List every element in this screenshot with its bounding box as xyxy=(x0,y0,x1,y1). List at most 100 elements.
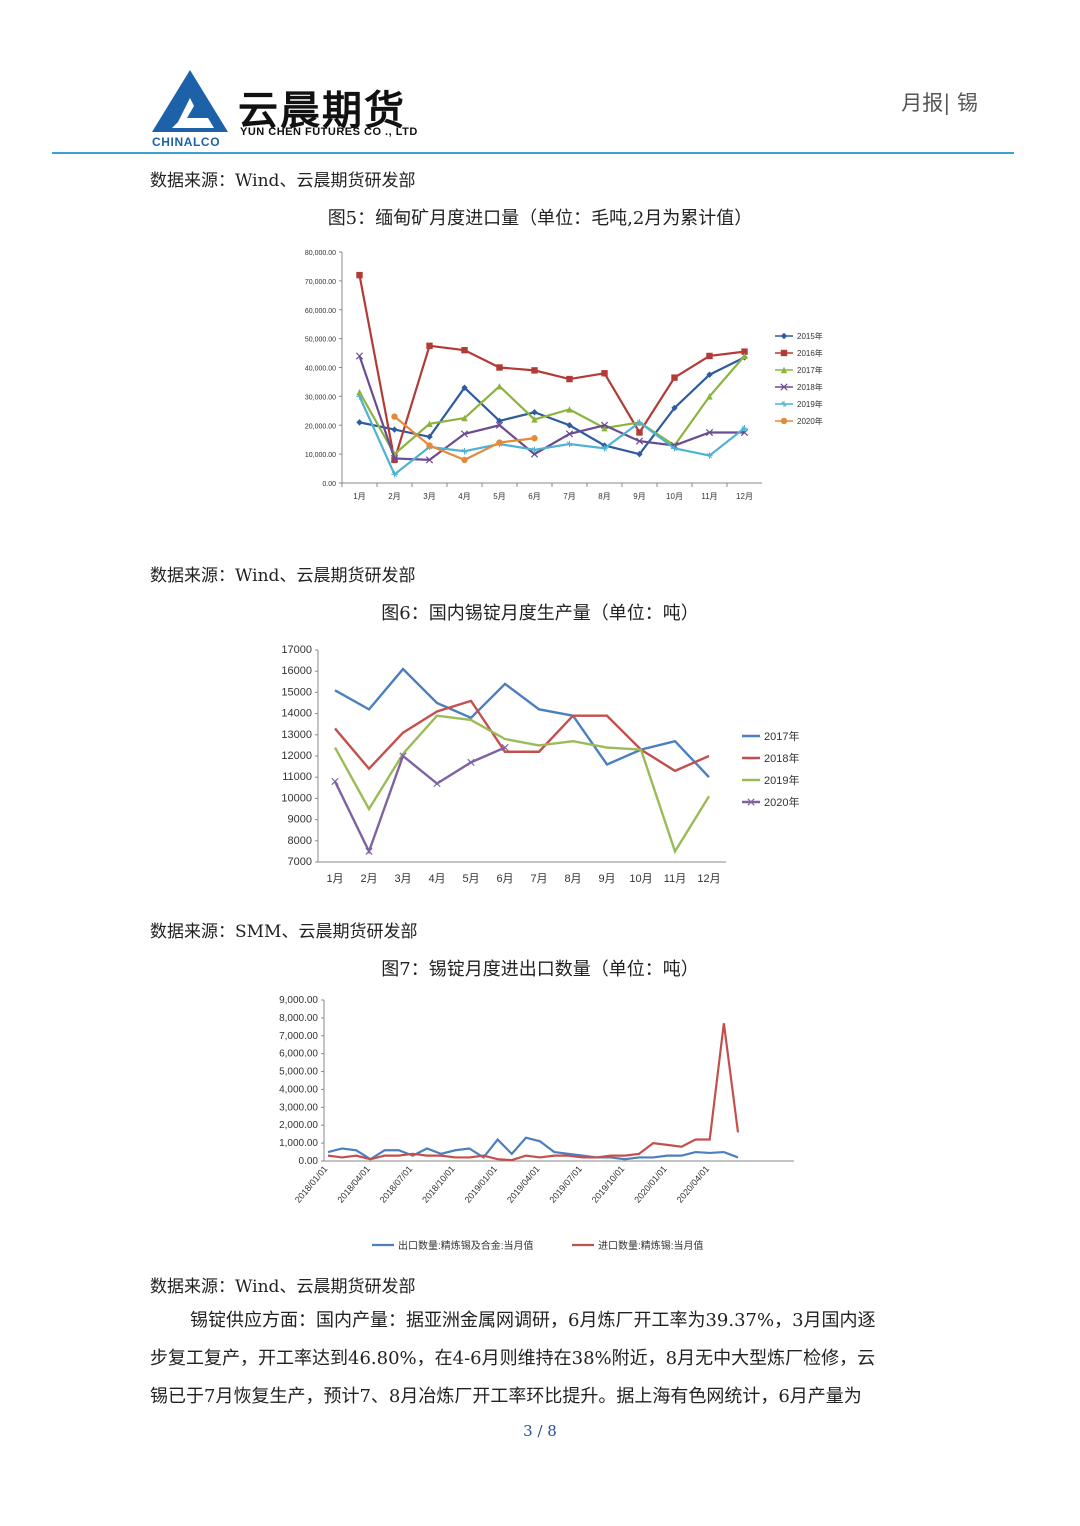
y-tick-label: 11000 xyxy=(282,771,312,783)
series-2020年 xyxy=(331,743,509,856)
data-point xyxy=(467,758,475,766)
y-tick-label: 50,000.00 xyxy=(305,337,336,344)
x-tick-label: 5月 xyxy=(493,492,505,501)
data-point xyxy=(433,779,441,788)
y-tick-label: 14000 xyxy=(281,708,312,720)
y-tick-label: 0.00 xyxy=(322,481,336,488)
legend-label: 2017年 xyxy=(797,365,823,375)
data-point xyxy=(356,393,363,400)
data-point xyxy=(601,424,608,432)
data-point xyxy=(565,430,574,438)
x-tick-label: 2018/04/01 xyxy=(335,1164,372,1205)
legend-label: 2019年 xyxy=(797,399,823,409)
series-line xyxy=(334,699,710,773)
data-point xyxy=(501,743,509,752)
data-point xyxy=(461,448,468,455)
data-point xyxy=(741,424,748,432)
data-source: 数据来源：SMM、云晨期货研发部 xyxy=(150,922,418,942)
data-point xyxy=(706,452,713,459)
data-point xyxy=(566,406,573,413)
y-tick-label: 4,000.00 xyxy=(279,1084,318,1095)
data-point xyxy=(399,752,407,760)
data-point xyxy=(706,393,713,400)
x-tick-label: 10月 xyxy=(666,492,683,501)
data-point xyxy=(531,446,538,453)
x-tick-label: 12月 xyxy=(736,492,753,501)
legend-label: 出口数量:精炼锡及合金:当月值 xyxy=(398,1239,534,1252)
series-line xyxy=(358,274,745,461)
series-2019年 xyxy=(356,393,748,478)
data-point xyxy=(636,419,643,426)
chart-tin-ingot-production: 7000 8000 9000 10000 11000 12000 13000 14000 150… xyxy=(281,644,799,885)
data-point xyxy=(705,428,714,437)
y-tick-label: 0.00 xyxy=(299,1156,319,1167)
data-point xyxy=(391,413,398,420)
data-point xyxy=(566,440,573,448)
header-divider xyxy=(52,152,1014,154)
x-tick-label: 2020/01/01 xyxy=(632,1164,669,1205)
data-point xyxy=(531,416,538,423)
company-name-cn: 云晨期货 xyxy=(238,88,406,134)
x-tick-label: 2月 xyxy=(388,492,400,501)
legend-label: 进口数量:精炼锡:当月值 xyxy=(598,1239,704,1252)
paragraph-line: 锡锭供应方面：国内产量：据亚洲金属网调研，6月炼厂开工率为39.37%，3月国内… xyxy=(190,1310,876,1331)
series-line xyxy=(358,355,745,462)
data-point xyxy=(426,420,433,428)
legend-label: 2020年 xyxy=(764,795,799,809)
x-tick-label: 1月 xyxy=(353,492,365,501)
data-point xyxy=(706,352,713,360)
x-tick-label: 9月 xyxy=(598,873,615,885)
data-point xyxy=(356,388,363,396)
chinalco-logo-mark xyxy=(152,70,228,132)
x-tick-label: 2018/07/01 xyxy=(378,1164,415,1205)
y-tick-label: 6,000.00 xyxy=(279,1049,318,1060)
series-line-2 xyxy=(327,1023,740,1162)
series-line xyxy=(358,355,746,456)
legend-label: 2015年 xyxy=(797,331,823,341)
paragraph-line: 锡已于7月恢复生产，预计7、8月冶炼厂开工率环比提升。据上海有色网统计，6月产量… xyxy=(150,1386,862,1407)
body-paragraph: 锡锭供应方面：国内产量：据亚洲金属网调研，6月炼厂开工率为39.37%，3月国内… xyxy=(150,1302,940,1416)
x-tick-label: 2018/10/01 xyxy=(420,1164,457,1205)
data-source: 数据来源：Wind、云晨期货研发部 xyxy=(150,566,416,586)
x-tick-label: 2018/01/01 xyxy=(293,1164,330,1205)
data-point xyxy=(780,383,788,391)
series-2018年 xyxy=(355,352,749,464)
y-tick-label: 8000 xyxy=(288,835,312,847)
data-point xyxy=(461,414,468,422)
data-point xyxy=(461,346,468,354)
series-line xyxy=(333,746,506,855)
data-point xyxy=(741,352,748,360)
y-tick-label: 7000 xyxy=(288,856,312,868)
data-point xyxy=(780,332,788,340)
x-tick-label: 10月 xyxy=(629,873,652,885)
x-tick-label: 7月 xyxy=(530,873,547,885)
y-tick-label: 80,000.00 xyxy=(305,250,336,257)
data-point xyxy=(391,426,398,433)
x-tick-label: 7月 xyxy=(563,492,575,501)
y-tick-label: 2,000.00 xyxy=(279,1120,318,1131)
series-line xyxy=(359,356,745,456)
series-line xyxy=(334,667,710,779)
x-tick-label: 11月 xyxy=(701,492,717,501)
legend-label: 2016年 xyxy=(797,348,823,358)
data-point xyxy=(601,445,608,452)
report-type: 月报| 锡 xyxy=(901,91,978,115)
data-point xyxy=(780,400,788,408)
x-tick-label: 2019/10/01 xyxy=(590,1164,627,1205)
data-point xyxy=(391,456,398,464)
legend-label: 2019年 xyxy=(764,773,799,787)
x-tick-label: 2020/04/01 xyxy=(675,1164,712,1205)
data-point xyxy=(390,454,399,463)
series-2018年 xyxy=(334,699,710,773)
data-point xyxy=(426,342,433,350)
data-point xyxy=(460,430,469,438)
figure-title: 图6：国内锡锭月度生产量（单位：吨） xyxy=(381,603,699,624)
series-line xyxy=(333,714,711,855)
data-point xyxy=(461,384,468,391)
x-tick-label: 4月 xyxy=(458,492,470,501)
paragraph-line: 步复工复产，开工率达到46.80%，在4-6月则维持在38%附近，8月无中大型炼… xyxy=(150,1348,876,1369)
x-tick-label: 3月 xyxy=(423,492,435,501)
data-point xyxy=(496,383,503,390)
y-tick-label: 10,000.00 xyxy=(305,452,336,459)
company-name-en: YUN CHEN FUTURES CO ., LTD xyxy=(240,126,418,138)
